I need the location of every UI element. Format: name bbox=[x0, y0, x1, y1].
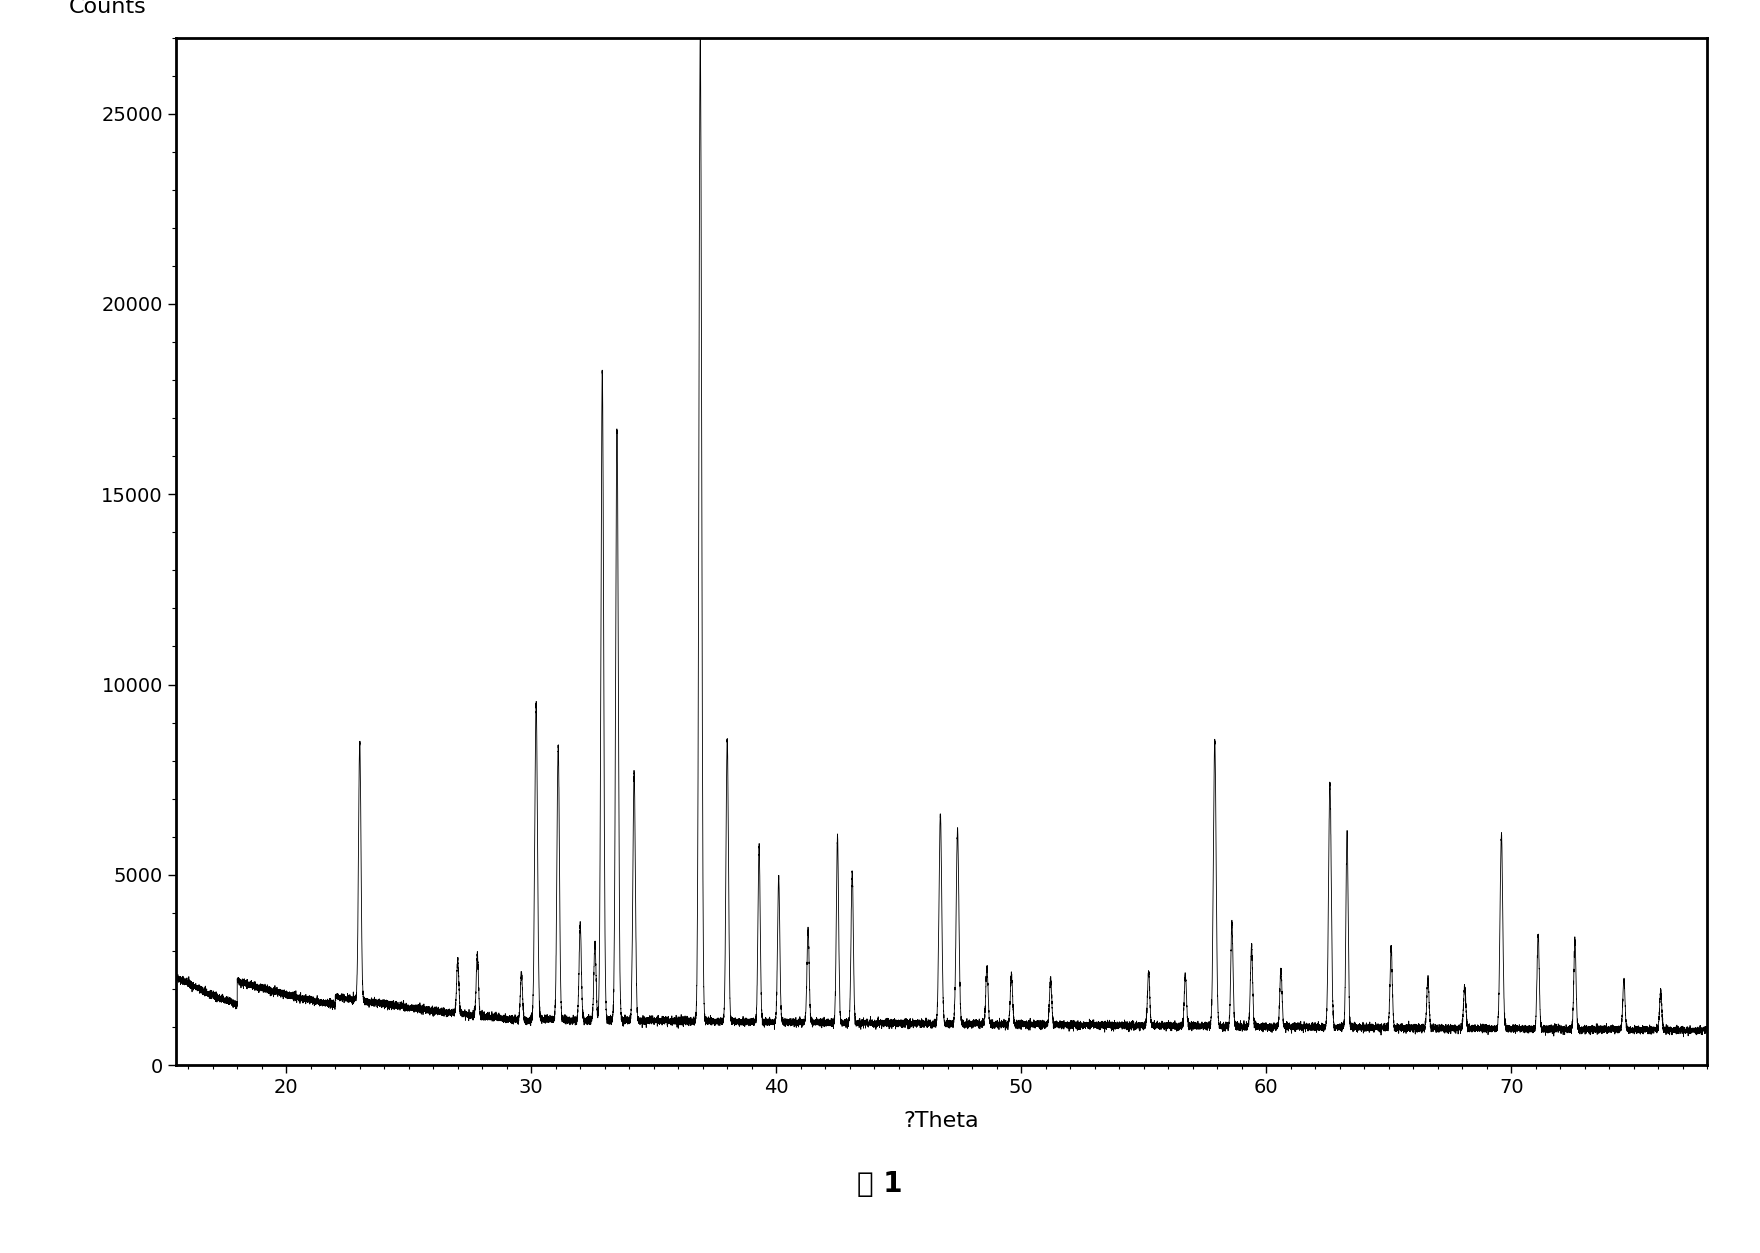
Text: Counts: Counts bbox=[69, 0, 146, 18]
X-axis label: ?Theta: ?Theta bbox=[905, 1111, 979, 1131]
Text: 图 1: 图 1 bbox=[857, 1170, 903, 1198]
